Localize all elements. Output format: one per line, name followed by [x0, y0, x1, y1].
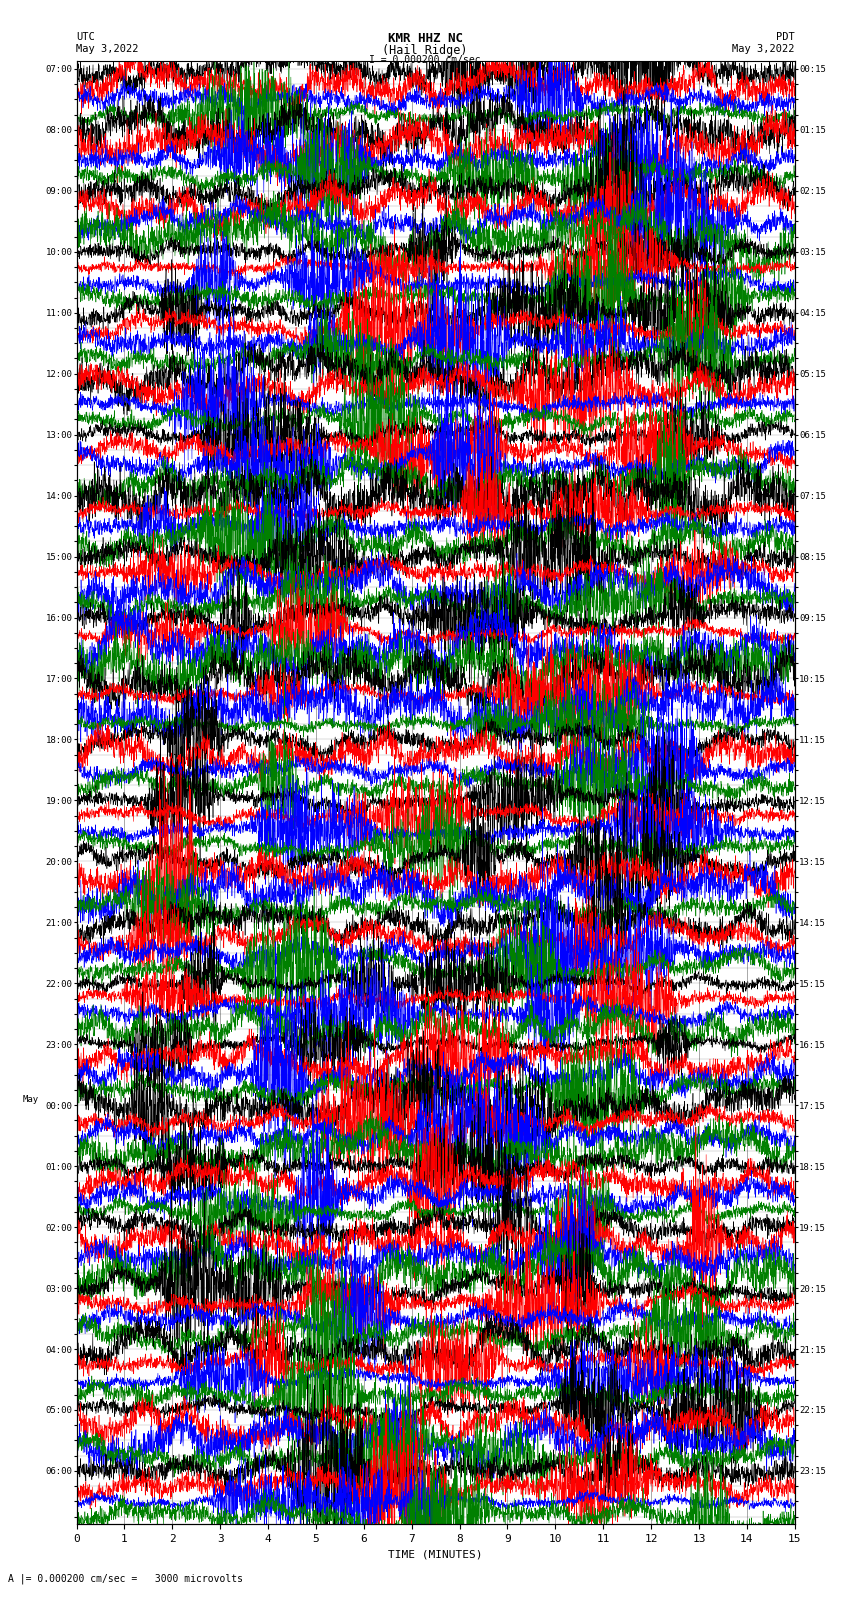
Text: May: May	[23, 1095, 39, 1103]
Text: May 3,2022: May 3,2022	[732, 44, 795, 53]
Text: PDT: PDT	[776, 32, 795, 42]
Text: UTC: UTC	[76, 32, 95, 42]
Text: KMR HHZ NC: KMR HHZ NC	[388, 32, 462, 45]
Text: May 3,2022: May 3,2022	[76, 44, 139, 53]
Text: I = 0.000200 cm/sec: I = 0.000200 cm/sec	[369, 55, 481, 65]
Text: (Hail Ridge): (Hail Ridge)	[382, 44, 468, 56]
Text: A |= 0.000200 cm/sec =   3000 microvolts: A |= 0.000200 cm/sec = 3000 microvolts	[8, 1573, 243, 1584]
X-axis label: TIME (MINUTES): TIME (MINUTES)	[388, 1550, 483, 1560]
